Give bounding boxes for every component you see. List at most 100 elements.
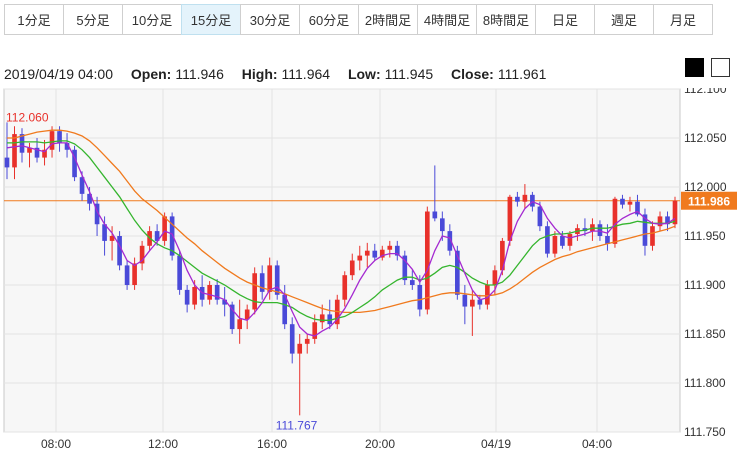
candle-body [214,285,220,300]
tab-1[interactable]: 1分足 [4,4,64,35]
candle-body [222,299,227,305]
close-label: Close: [451,66,494,82]
candle-body [349,260,355,276]
candle-body [560,236,565,246]
candle-body [274,265,280,295]
high-label: High: [241,66,278,82]
candlestick-chart[interactable]: 112.100 112.050 112.000 111.950 111.900 111.8… [0,88,746,464]
candle-body [552,236,558,254]
candle-body [372,250,378,258]
tab-10[interactable]: 日足 [535,4,595,35]
candle-body [289,324,295,354]
candle-body [635,201,640,215]
candle-body [42,149,47,158]
candle-body [27,147,32,153]
candle-body [620,198,625,205]
candle-body [34,147,40,158]
candle-body [109,236,115,241]
candle-body [237,319,243,330]
candle-body [485,285,490,305]
candle-body [169,216,175,256]
low-annotation: 111.767 [276,418,318,432]
black-theme-button[interactable] [685,58,704,77]
candle-body [132,263,137,285]
candle-body [19,134,25,153]
close-value: 111.961 [497,66,547,82]
candle-body [229,304,235,330]
y-tick-label: 111.850 [684,327,726,341]
candle-body [612,198,618,244]
candle-body [342,275,348,300]
tab-3[interactable]: 10分足 [122,4,182,35]
tab-4[interactable]: 15分足 [181,4,241,35]
plot-area [3,88,681,433]
candle-body [402,255,408,281]
ohlc-readout: 2019/04/19 04:00 Open: 111.946 High: 111.9… [4,66,546,82]
x-tick-label: 08:00 [41,437,71,451]
ma-mid-line [7,140,676,321]
candle-body [304,338,310,344]
candle-body [477,299,483,305]
candle-body [409,280,415,285]
candle-body [87,193,92,204]
candle-body [537,206,543,227]
candle-body [672,200,678,225]
tab-8[interactable]: 4時間足 [417,4,477,35]
candle-body [455,250,460,295]
candle-body [282,294,288,325]
ohlc-datetime: 2019/04/19 04:00 [4,66,113,82]
candle-body [49,131,55,150]
candle-body [432,211,438,219]
tab-2[interactable]: 5分足 [63,4,123,35]
candle-body [327,314,333,325]
candle-body [177,255,182,290]
y-tick-label: 112.000 [684,180,727,194]
x-tick-label: 04:00 [582,437,612,451]
candle-body [447,231,453,251]
tab-7[interactable]: 2時間足 [358,4,418,35]
candle-body [387,245,393,250]
candle-body [567,234,573,246]
candle-body [184,289,190,305]
open-label: Open: [130,66,172,82]
x-tick-label: 12:00 [148,437,178,451]
candle-body [364,250,370,256]
tab-12[interactable]: 月足 [653,4,713,35]
candle-body [207,285,212,300]
candle-body [102,224,107,241]
candle-body [154,231,160,241]
x-tick-label: 20:00 [365,437,395,451]
white-theme-button[interactable] [711,58,730,77]
tab-6[interactable]: 60分足 [299,4,359,35]
candle-body [500,240,505,271]
high-annotation: 112.060 [6,110,49,124]
candle-body [522,194,528,202]
candle-body [312,322,318,339]
candle-body [605,236,610,244]
y-tick-label: 111.950 [684,229,726,243]
candle-body [642,214,648,246]
y-tick-label: 111.800 [684,376,726,390]
candle-body [650,226,655,246]
tab-9[interactable]: 8時間足 [476,4,536,35]
candle-body [124,265,130,285]
y-tick-label: 111.900 [684,278,726,292]
candle-body [379,249,385,258]
candle-body [597,224,603,236]
ma-long-line [7,129,676,314]
candle-body [492,270,498,285]
candle-body [4,157,10,168]
candle-body [297,343,303,354]
current-price-label: 111.986 [688,195,730,209]
candle-body [139,245,145,264]
y-tick-label: 112.050 [684,131,727,145]
x-tick-label: 16:00 [257,437,287,451]
y-tick-label: 112.100 [684,88,727,96]
candle-body [515,196,520,202]
candle-body [665,216,670,225]
candle-body [12,134,17,168]
candle-body [162,216,167,241]
tab-5[interactable]: 30分足 [240,4,300,35]
tab-11[interactable]: 週足 [594,4,654,35]
candle-body [394,245,400,256]
